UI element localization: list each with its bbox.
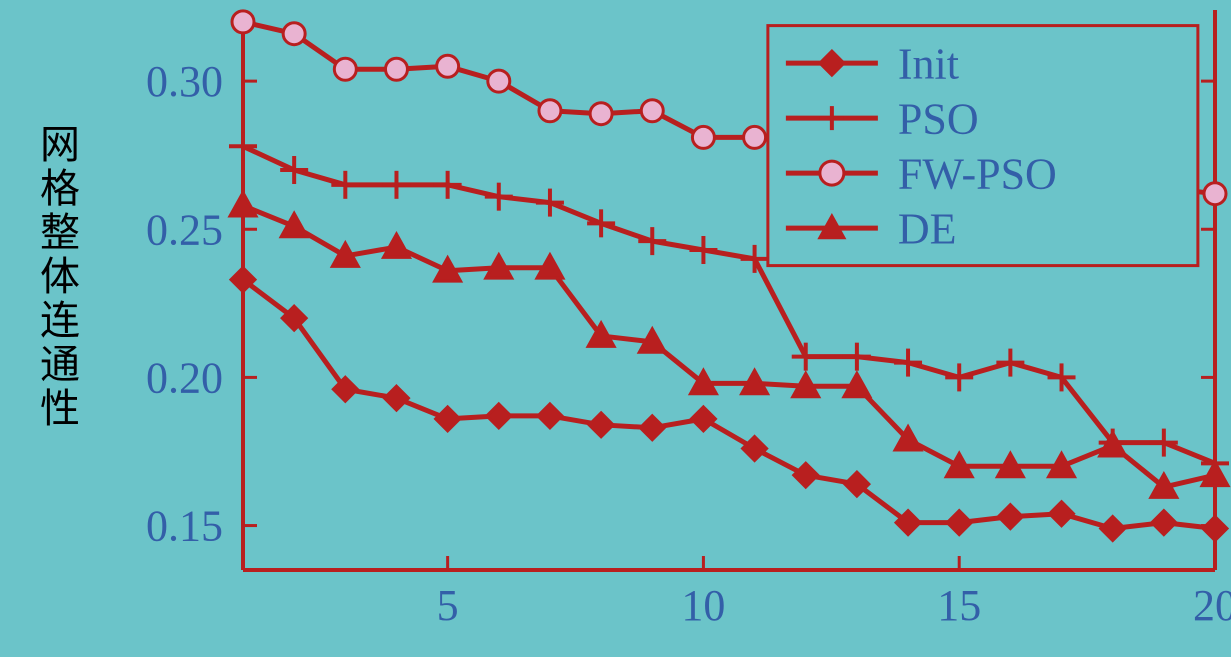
y-tick-label: 0.25 xyxy=(146,205,223,254)
x-tick-label: 5 xyxy=(437,581,459,630)
y-tick-label: 0.15 xyxy=(146,502,223,551)
svg-text:格: 格 xyxy=(40,166,80,211)
legend-label: PSO xyxy=(898,95,979,144)
legend: Init PSO FW-PSO DE xyxy=(768,26,1198,266)
svg-text:连: 连 xyxy=(40,298,80,343)
y-axis-label: 网格整体连通性 xyxy=(40,122,80,431)
svg-text:整: 整 xyxy=(40,210,80,255)
svg-text:通: 通 xyxy=(40,342,80,387)
svg-text:体: 体 xyxy=(40,254,80,299)
y-tick-label: 0.20 xyxy=(146,353,223,402)
x-tick-label: 10 xyxy=(681,581,725,630)
svg-text:网: 网 xyxy=(40,122,80,167)
legend-label: FW-PSO xyxy=(898,150,1057,199)
legend-label: DE xyxy=(898,205,957,254)
x-tick-label: 15 xyxy=(937,581,981,630)
svg-text:性: 性 xyxy=(40,386,80,431)
y-tick-label: 0.30 xyxy=(146,57,223,106)
line-chart: 0.15 0.20 0.25 0.30 5 10 15 20 网格整体连通性 Init PSO FW-… xyxy=(0,0,1231,657)
legend-label: Init xyxy=(898,40,959,89)
x-tick-label: 20 xyxy=(1193,581,1231,630)
